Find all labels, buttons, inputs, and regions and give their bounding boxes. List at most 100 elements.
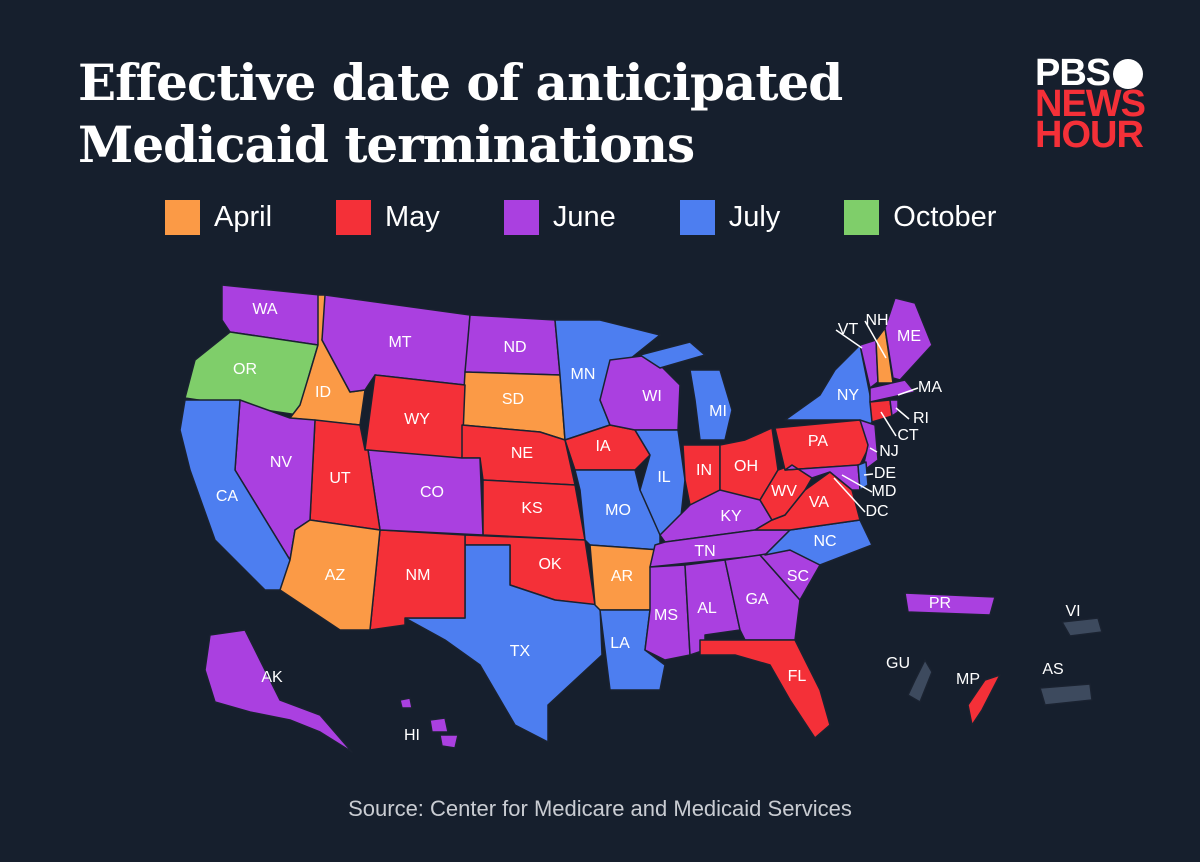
state-label-gu: GU — [886, 655, 910, 672]
legend: April May June July October — [165, 200, 1060, 235]
state-label-mt: MT — [388, 334, 411, 351]
legend-label: May — [385, 201, 440, 233]
state-label-pr: PR — [929, 595, 951, 612]
state-label-nc: NC — [813, 533, 836, 550]
state-label-ar: AR — [611, 568, 633, 585]
state-label-wv: WV — [771, 483, 797, 500]
state-pr — [904, 592, 996, 616]
leader-line-dc — [833, 477, 866, 513]
state-label-il: IL — [657, 469, 670, 486]
state-de — [857, 461, 869, 491]
state-label-wy: WY — [404, 411, 430, 428]
state-label-de: DE — [874, 465, 896, 482]
legend-item-october: October — [844, 200, 996, 235]
state-label-nv: NV — [270, 454, 293, 471]
title-line-1: Effective date of anticipated — [78, 53, 843, 112]
state-label-va: VA — [809, 494, 829, 511]
source-note: Source: Center for Medicare and Medicaid… — [348, 796, 852, 821]
state-fl — [699, 639, 831, 739]
state-label-ri: RI — [913, 410, 929, 427]
legend-label: July — [728, 201, 781, 233]
state-label-nj: NJ — [879, 443, 899, 460]
state-az — [279, 519, 381, 631]
pbs-head-icon — [1113, 58, 1144, 89]
state-hi — [399, 697, 413, 709]
leader-line-nh — [864, 320, 887, 359]
state-label-ak: AK — [261, 669, 283, 686]
state-me — [884, 297, 933, 381]
legend-item-april: April — [165, 200, 272, 235]
leader-line-vt — [835, 329, 863, 349]
legend-label: April — [214, 201, 273, 233]
state-label-mi: MI — [709, 403, 727, 420]
state-pa — [774, 419, 871, 471]
state-hi — [439, 734, 459, 749]
state-label-tx: TX — [510, 643, 531, 660]
legend-item-may: May — [336, 200, 440, 235]
leader-line-de — [863, 473, 874, 476]
state-label-az: AZ — [325, 567, 346, 584]
legend-swatch — [844, 200, 880, 235]
state-label-vt: VT — [838, 321, 859, 338]
logo-news: NEWS — [1035, 83, 1146, 125]
pbs-newshour-logo: PBS NEWS HOUR — [1035, 54, 1146, 156]
leader-line-nj — [869, 447, 878, 453]
state-ny — [784, 344, 876, 429]
state-label-ut: UT — [329, 470, 351, 487]
state-label-oh: OH — [734, 458, 758, 475]
legend-swatch — [679, 200, 715, 235]
state-label-pa: PA — [808, 433, 828, 450]
state-label-ca: CA — [216, 488, 239, 505]
state-g — [907, 659, 933, 703]
state-label-tn: TN — [694, 543, 715, 560]
state-label-mp: MP — [956, 671, 980, 688]
state-ri — [889, 399, 899, 417]
state-label-nd: ND — [503, 339, 526, 356]
state-label-wa: WA — [252, 301, 278, 318]
state-wv — [759, 464, 813, 521]
state-ma — [869, 379, 916, 403]
state-label-me: ME — [897, 328, 921, 345]
state-ak — [204, 629, 353, 753]
state-mi — [639, 341, 706, 369]
state-as — [1039, 683, 1093, 706]
state-label-mn: MN — [571, 366, 596, 383]
state-label-ks: KS — [521, 500, 542, 517]
logo-hour: HOUR — [1035, 114, 1144, 156]
map-title: Effective date of anticipated Medicaid te… — [78, 52, 843, 176]
title-line-2: Medicaid terminations — [78, 115, 695, 174]
leader-line-ri — [895, 407, 910, 420]
state-label-hi: HI — [404, 727, 420, 744]
leader-line-md — [841, 474, 873, 493]
state-ct — [869, 399, 893, 423]
state-label-wi: WI — [642, 388, 662, 405]
legend-label: June — [552, 201, 616, 233]
state-label-fl: FL — [788, 668, 807, 685]
state-label-ia: IA — [595, 438, 610, 455]
legend-swatch — [503, 200, 539, 235]
state-label-id: ID — [315, 384, 331, 401]
state-label-al: AL — [697, 600, 717, 617]
state-nj — [859, 419, 879, 473]
state-label-ma: MA — [918, 379, 942, 396]
state-label-md: MD — [872, 483, 897, 500]
state-label-la: LA — [610, 635, 630, 652]
legend-swatch — [336, 200, 372, 235]
state-ca — [179, 399, 291, 591]
legend-swatch — [165, 200, 200, 235]
state-label-sd: SD — [502, 391, 524, 408]
state-label-sc: SC — [787, 568, 809, 585]
legend-item-june: June — [503, 200, 616, 235]
state-label-mo: MO — [605, 502, 631, 519]
state-label-nm: NM — [406, 567, 431, 584]
state-mp — [967, 674, 1001, 726]
state-hi — [429, 717, 449, 733]
state-label-co: CO — [420, 484, 444, 501]
state-mi — [689, 369, 733, 441]
state-label-nh: NH — [865, 312, 888, 329]
state-label-ct: CT — [897, 427, 919, 444]
leader-line-ma — [897, 387, 919, 396]
state-label-ne: NE — [511, 445, 533, 462]
state-label-or: OR — [233, 361, 257, 378]
